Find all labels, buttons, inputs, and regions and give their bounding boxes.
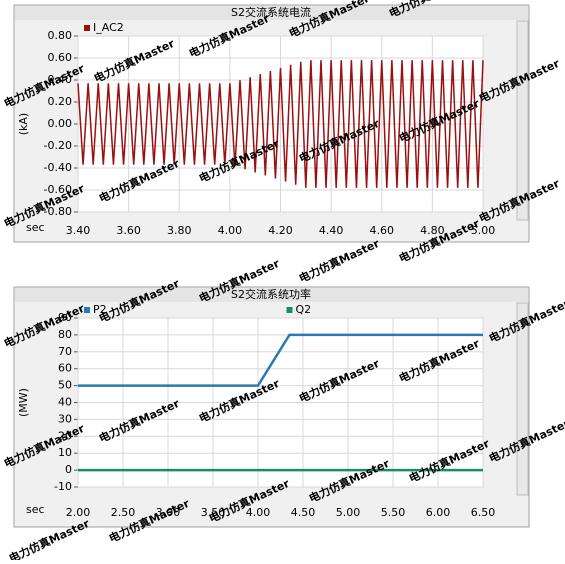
x-tick-label: 5.00 — [471, 224, 496, 237]
x-tick-label: 4.00 — [218, 224, 243, 237]
y-axis-label: (MW) — [17, 388, 30, 417]
x-tick-label: 4.60 — [370, 224, 395, 237]
x-tick-label: 6.00 — [426, 506, 451, 519]
y-tick-label: 20 — [58, 429, 72, 442]
y-tick-label: -0.40 — [44, 161, 72, 174]
x-tick-label: 3.40 — [66, 224, 91, 237]
scrollbar — [516, 20, 529, 221]
x-tick-label: 4.50 — [291, 506, 316, 519]
y-tick-label: 70 — [58, 345, 72, 358]
y-tick-label: 0.40 — [48, 73, 73, 86]
x-tick-label: 3.60 — [116, 224, 141, 237]
chart-title: S2交流系统电流 — [231, 5, 311, 19]
x-tick-label: 3.00 — [156, 506, 181, 519]
x-tick-label: 3.50 — [201, 506, 226, 519]
x-axis-label: sec — [26, 221, 45, 234]
y-tick-label: 60 — [58, 362, 72, 375]
legend-label: I_AC2 — [93, 21, 124, 34]
y-tick-label: 90 — [58, 311, 72, 324]
x-tick-label: 3.80 — [167, 224, 192, 237]
y-tick-label: -0.80 — [44, 205, 72, 218]
y-tick-label: 80 — [58, 328, 72, 341]
legend-swatch — [84, 307, 90, 313]
x-tick-label: 4.20 — [268, 224, 293, 237]
x-tick-label: 2.00 — [66, 506, 91, 519]
chart-title: S2交流系统功率 — [231, 287, 311, 301]
legend-label: Q2 — [296, 303, 312, 316]
x-tick-label: 4.80 — [420, 224, 445, 237]
y-tick-label: 50 — [58, 379, 72, 392]
title-bar — [15, 6, 528, 20]
series-line — [78, 333, 483, 387]
x-tick-label: 2.50 — [111, 506, 136, 519]
x-tick-label: 5.50 — [381, 506, 406, 519]
y-axis-label: (kA) — [17, 113, 30, 135]
y-tick-label: 0 — [65, 463, 72, 476]
y-tick-label: 30 — [58, 412, 72, 425]
y-tick-label: -10 — [54, 480, 72, 493]
x-tick-label: 5.00 — [336, 506, 361, 519]
x-axis-label: sec — [26, 503, 45, 516]
title-bar — [15, 288, 528, 302]
legend-swatch — [286, 307, 293, 313]
watermark: 电力仿真Master — [297, 236, 382, 286]
x-tick-label: 4.00 — [246, 506, 271, 519]
y-tick-label: 0.20 — [48, 95, 73, 108]
x-tick-label: 6.50 — [471, 506, 496, 519]
series-line — [77, 60, 484, 188]
y-tick-label: -0.20 — [44, 139, 72, 152]
scrollbar — [516, 302, 529, 496]
y-tick-label: 0.60 — [48, 51, 73, 64]
legend-label: P2 — [93, 303, 107, 316]
y-tick-label: 0.80 — [48, 29, 73, 42]
y-tick-label: -0.60 — [44, 183, 72, 196]
x-tick-label: 4.40 — [319, 224, 344, 237]
y-tick-label: 10 — [58, 446, 72, 459]
y-tick-label: 40 — [58, 396, 72, 409]
y-tick-label: 0.00 — [48, 117, 73, 130]
legend-swatch — [84, 25, 90, 31]
